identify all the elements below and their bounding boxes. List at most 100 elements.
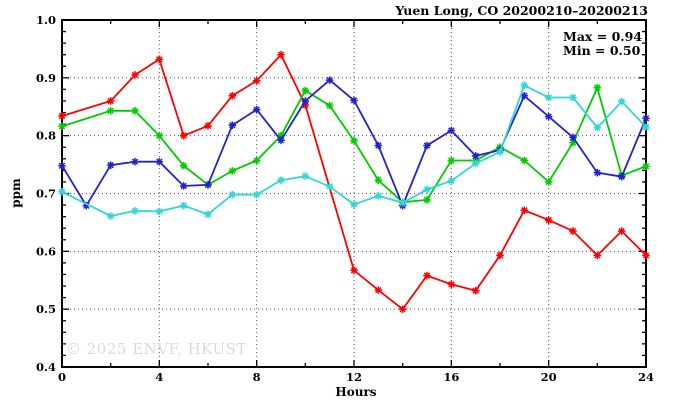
series-blue-marker bbox=[593, 168, 602, 177]
series-cyan-marker bbox=[204, 210, 212, 219]
series-green-marker bbox=[642, 162, 650, 171]
series-cyan-marker bbox=[496, 148, 504, 156]
series-blue-marker bbox=[423, 141, 431, 150]
series-cyan-marker bbox=[58, 187, 66, 196]
series-red-marker bbox=[398, 305, 407, 313]
series-green-marker bbox=[544, 178, 553, 186]
series-cyan-marker bbox=[325, 182, 334, 191]
series-red-marker bbox=[252, 76, 261, 85]
series-red-marker bbox=[569, 227, 577, 235]
series-blue-marker bbox=[471, 152, 480, 160]
series-cyan-marker bbox=[350, 200, 358, 209]
y-tick-label: 0.9 bbox=[36, 71, 56, 85]
y-tick-label: 0.4 bbox=[36, 360, 56, 374]
series-cyan-marker bbox=[520, 81, 529, 90]
series-red-marker bbox=[204, 122, 212, 130]
x-tick-label: 4 bbox=[155, 370, 163, 384]
series-green-marker bbox=[58, 122, 66, 131]
x-tick-label: 12 bbox=[346, 370, 362, 384]
series-cyan-marker bbox=[374, 192, 383, 200]
series-blue-marker bbox=[82, 201, 91, 210]
series-cyan-marker bbox=[398, 198, 407, 207]
series-red-marker bbox=[520, 206, 529, 215]
series-red-marker bbox=[617, 227, 626, 235]
series-green-marker bbox=[569, 138, 577, 147]
series-cyan-marker bbox=[155, 207, 164, 216]
series-blue-marker bbox=[617, 172, 626, 181]
series-red-marker bbox=[471, 286, 480, 295]
series-green-marker bbox=[593, 83, 602, 92]
series-blue-marker bbox=[569, 133, 577, 142]
series-red-marker bbox=[228, 91, 237, 100]
min-value-label: Min = 0.50 bbox=[563, 43, 641, 58]
series-blue-marker bbox=[58, 161, 66, 170]
series-red-marker bbox=[374, 286, 383, 294]
series-red-marker bbox=[593, 251, 602, 260]
x-tick-label: 20 bbox=[541, 370, 557, 384]
max-value-label: Max = 0.94 bbox=[563, 29, 643, 44]
series-blue-marker bbox=[350, 96, 358, 105]
x-tick-label: 16 bbox=[443, 370, 459, 384]
series-blue-marker bbox=[374, 141, 383, 150]
series-green-marker bbox=[447, 156, 456, 165]
series-red-marker bbox=[277, 50, 285, 59]
series-green-marker bbox=[106, 106, 115, 115]
series-blue-marker bbox=[131, 157, 139, 166]
y-tick-label: 0.8 bbox=[36, 129, 56, 143]
series-blue-marker bbox=[155, 157, 164, 166]
x-tick-label: 0 bbox=[58, 370, 66, 384]
stats-annotation: Max = 0.94 Min = 0.50 bbox=[563, 30, 642, 58]
series-cyan-marker bbox=[544, 93, 553, 102]
series-red-marker bbox=[179, 131, 188, 140]
watermark: © 2025 ENVF, HKUST bbox=[66, 340, 247, 358]
series-cyan-marker bbox=[252, 190, 261, 199]
y-tick-label: 0.6 bbox=[36, 244, 56, 258]
series-cyan-marker bbox=[179, 201, 188, 210]
series-blue-marker bbox=[204, 181, 212, 189]
series-blue-marker bbox=[520, 91, 529, 100]
series-red-marker bbox=[106, 97, 115, 105]
series-red-marker bbox=[642, 251, 650, 260]
chart-title: Yuen Long, CO 20200210–20200213 bbox=[395, 3, 648, 18]
series-blue-marker bbox=[277, 136, 285, 145]
series-cyan-marker bbox=[131, 207, 139, 215]
series-red-marker bbox=[350, 266, 358, 275]
series-cyan-marker bbox=[106, 212, 115, 220]
x-tick-label: 8 bbox=[253, 370, 261, 384]
series-green-line bbox=[61, 85, 647, 204]
series-blue-marker bbox=[179, 182, 188, 190]
series-red-marker bbox=[155, 55, 164, 64]
series-blue-marker bbox=[228, 121, 237, 130]
series-red-marker bbox=[544, 216, 553, 224]
series-blue-marker bbox=[252, 105, 261, 114]
x-axis-title: Hours bbox=[335, 385, 377, 399]
series-cyan-marker bbox=[569, 93, 577, 102]
series-red-marker bbox=[131, 71, 139, 79]
series-blue-marker bbox=[447, 126, 456, 135]
series-cyan-marker bbox=[277, 176, 285, 184]
series-green-marker bbox=[131, 106, 139, 115]
series-red-marker bbox=[301, 101, 310, 109]
series-blue-marker bbox=[106, 161, 115, 169]
series-red-marker bbox=[447, 280, 456, 289]
y-tick-label: 1.0 bbox=[36, 13, 56, 27]
series-blue-marker bbox=[325, 76, 334, 84]
y-axis-title: ppm bbox=[9, 178, 23, 208]
series-red-marker bbox=[58, 112, 66, 120]
series-green-marker bbox=[374, 176, 383, 184]
y-tick-label: 0.7 bbox=[36, 187, 56, 201]
series-cyan-line bbox=[61, 84, 647, 218]
series-green-marker bbox=[179, 161, 188, 170]
series-cyan-marker bbox=[593, 123, 602, 132]
series-green-marker bbox=[325, 101, 334, 110]
series-cyan-marker bbox=[447, 176, 456, 185]
series-blue-marker bbox=[301, 97, 310, 105]
series-green-marker bbox=[520, 156, 529, 165]
series-green-marker bbox=[155, 131, 164, 140]
series-green-marker bbox=[252, 156, 261, 165]
series-green-marker bbox=[301, 86, 310, 95]
series-green-marker bbox=[423, 196, 431, 204]
series-blue-marker bbox=[642, 114, 650, 123]
